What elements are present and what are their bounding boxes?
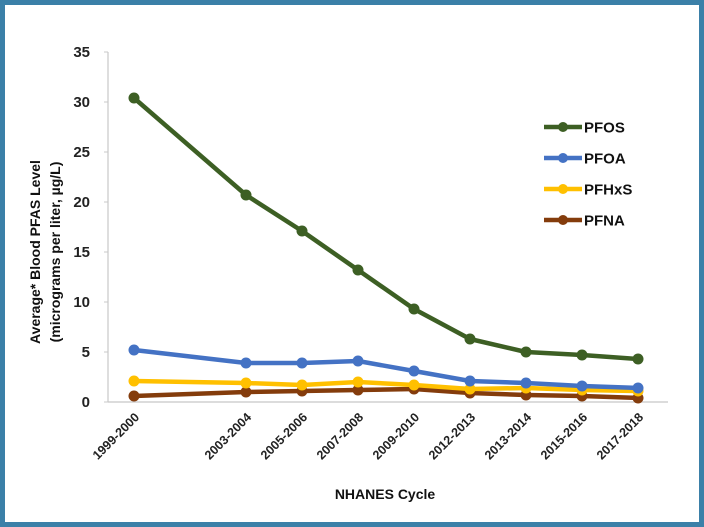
series-layer [128, 92, 644, 404]
y-tick-label: 5 [82, 344, 90, 361]
data-point-pfos [352, 264, 364, 276]
data-point-pfhxs [408, 379, 420, 391]
x-tick-label: 2009-2010 [370, 410, 422, 462]
series-line-pfos [131, 95, 641, 362]
data-point-pfoa [296, 357, 308, 369]
x-tick-label: 2005-2006 [258, 410, 310, 462]
legend-label: PFOA [584, 151, 626, 168]
data-point-pfhxs [128, 375, 140, 387]
y-axis-title-line1: Average* Blood PFAS Level [27, 160, 43, 344]
y-axis-title-line2: (micrograms per liter, µg/L) [47, 162, 63, 343]
y-tick-label: 20 [73, 194, 90, 211]
legend-swatch-marker [558, 153, 568, 163]
data-point-pfos [632, 353, 644, 365]
legend-item-pfna: PFNA [544, 213, 625, 230]
data-point-pfoa [464, 375, 476, 387]
legend-swatch-marker [558, 215, 568, 225]
series-pfoa [128, 344, 644, 394]
legend-item-pfhxs: PFHxS [544, 182, 632, 199]
y-tick-label: 10 [73, 294, 90, 311]
data-point-pfhxs [296, 379, 308, 391]
x-axis-title: NHANES Cycle [335, 486, 436, 502]
data-point-pfna [352, 384, 364, 396]
legend-swatch-marker [558, 184, 568, 194]
data-point-pfna [128, 390, 140, 402]
x-tick-label: 2003-2004 [202, 410, 254, 462]
x-tick-label: 2013-2014 [482, 410, 534, 462]
legend-item-pfos: PFOS [544, 120, 625, 137]
data-point-pfhxs [352, 376, 364, 388]
data-point-pfhxs [464, 383, 476, 395]
data-point-pfoa [352, 355, 364, 367]
y-tick-label: 30 [73, 94, 90, 111]
data-point-pfos [408, 303, 420, 315]
y-tick-label: 15 [73, 244, 90, 261]
data-point-pfoa [576, 380, 588, 392]
y-tick-label: 25 [73, 144, 90, 161]
data-point-pfoa [408, 365, 420, 377]
data-point-pfos [464, 333, 476, 345]
x-tick-label: 2012-2013 [426, 410, 478, 462]
data-point-pfna [240, 386, 252, 398]
y-tick-label: 0 [82, 394, 90, 411]
legend-label: PFNA [584, 213, 625, 230]
legend-swatch-marker [558, 122, 568, 132]
data-point-pfos [128, 92, 140, 104]
data-point-pfoa [240, 357, 252, 369]
data-point-pfoa [128, 344, 140, 356]
legend-label: PFOS [584, 120, 625, 137]
data-point-pfos [240, 189, 252, 201]
x-tick-label: 2007-2008 [314, 410, 366, 462]
data-point-pfoa [520, 377, 532, 389]
y-tick-label: 35 [73, 44, 90, 61]
data-point-pfos [576, 349, 588, 361]
legend-label: PFHxS [584, 182, 632, 199]
x-tick-label: 1999-2000 [90, 410, 142, 462]
data-point-pfhxs [240, 377, 252, 389]
x-tick-label: 2017-2018 [594, 410, 646, 462]
data-point-pfos [520, 346, 532, 358]
series-pfos [128, 92, 644, 365]
legend: PFOS PFOA PFHxS PFNA [544, 120, 632, 230]
data-point-pfoa [632, 382, 644, 394]
series-pfhxs [128, 375, 644, 397]
data-point-pfos [296, 225, 308, 237]
x-tick-label: 2015-2016 [538, 410, 590, 462]
legend-item-pfoa: PFOA [544, 151, 626, 168]
